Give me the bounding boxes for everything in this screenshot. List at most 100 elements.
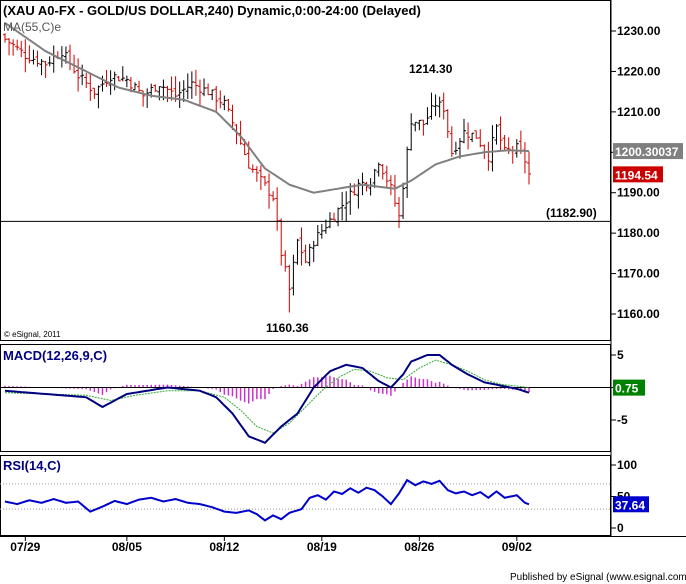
ohlc-bar (425, 107, 430, 125)
ohlc-bar (462, 118, 467, 144)
ohlc-bar (498, 116, 503, 152)
ohlc-bar (299, 227, 304, 266)
ohlc-bar (19, 40, 24, 58)
ohlc-bar (230, 104, 235, 131)
ohlc-bar (27, 45, 32, 64)
rsi-tick-label: 100 (617, 458, 637, 472)
ohlc-bar (267, 173, 272, 209)
ohlc-bar (323, 219, 328, 234)
macd-tick-label: 5 (617, 348, 624, 362)
ohlc-bar (319, 223, 324, 239)
ohlc-bar (502, 134, 507, 151)
price-tick-label: 1160.00 (617, 307, 660, 321)
support-annotation: (1182.90) (546, 206, 597, 220)
ohlc-bar (193, 69, 198, 96)
ohlc-bar (490, 125, 495, 172)
ohlc-bar (39, 59, 44, 76)
ohlc-bar (392, 174, 397, 207)
price-tick-label: 1190.00 (617, 186, 660, 200)
ohlc-bar (116, 75, 121, 82)
svg-text:37.64: 37.64 (615, 498, 645, 512)
ohlc-bar (271, 191, 276, 202)
ohlc-bar (376, 162, 381, 177)
ohlc-bar (327, 212, 332, 229)
ohlc-bar (315, 225, 320, 246)
svg-text:0.75: 0.75 (615, 382, 639, 396)
macd-histogram (4, 375, 530, 404)
macd-panel-frame (0, 344, 611, 452)
ohlc-bar (279, 218, 284, 266)
ohlc-bar (413, 121, 418, 132)
ohlc-bar (494, 124, 499, 145)
ohlc-bar (76, 58, 81, 92)
ohlc-bar (11, 39, 16, 56)
ohlc-bar (437, 96, 442, 118)
price-tick-label: 1230.00 (617, 24, 661, 38)
x-tick-label: 08/19 (307, 540, 337, 554)
price-tick-label: 1180.00 (617, 226, 660, 240)
ohlc-bar (401, 182, 406, 220)
price-panel-frame (0, 0, 611, 341)
macd-label: MACD(12,26,9,C) (3, 348, 107, 363)
ohlc-bar (47, 56, 52, 67)
price-bars (3, 33, 531, 313)
ohlc-bar (124, 75, 129, 88)
ohlc-bar (356, 179, 361, 209)
ohlc-bar (457, 138, 462, 159)
ohlc-bar (291, 254, 296, 296)
ohlc-bar (478, 129, 483, 148)
ohlc-bar (31, 49, 36, 65)
ohlc-bar (527, 151, 531, 185)
ohlc-bar (250, 164, 255, 173)
ohlc-bar (218, 90, 223, 109)
ohlc-bar (181, 80, 186, 103)
ohlc-bar (372, 168, 377, 188)
ohlc-bar (262, 175, 267, 186)
x-tick-label: 07/29 (10, 540, 40, 554)
ohlc-bar (449, 126, 454, 157)
ohlc-bar (348, 183, 353, 215)
ohlc-bar (132, 82, 137, 91)
ohlc-bar (88, 73, 93, 101)
ohlc-bar (169, 76, 174, 101)
ohlc-bar (210, 89, 215, 101)
price-tick-label: 1210.00 (617, 105, 661, 119)
ohlc-bar (417, 119, 422, 131)
svg-text:1200.30037: 1200.30037 (615, 145, 679, 159)
macd-signal-line (4, 359, 530, 434)
ohlc-bar (7, 38, 12, 56)
ohlc-bar (283, 250, 288, 272)
ohlc-bar (189, 71, 194, 99)
ohlc-bar (336, 207, 341, 227)
ohlc-bar (177, 81, 182, 109)
ohlc-bar (35, 50, 40, 67)
ohlc-bar (137, 80, 142, 92)
ohlc-bar (23, 39, 28, 73)
ohlc-bar (43, 60, 48, 78)
price-tick-label: 1170.00 (617, 267, 660, 281)
ohlc-bar (307, 243, 312, 267)
ohlc-bar (3, 33, 7, 43)
copyright-text: © eSignal, 2011 (4, 330, 61, 339)
ohlc-bar (344, 191, 349, 223)
ohlc-bar (445, 109, 450, 138)
ohlc-bar (153, 84, 158, 92)
published-by-text: Published by eSignal (www.esignal.com) (510, 572, 686, 583)
ohlc-bar (466, 122, 471, 150)
macd-line (4, 354, 530, 444)
ohlc-bar (380, 163, 385, 180)
ohlc-bar (453, 141, 458, 155)
ohlc-bar (295, 238, 300, 265)
ohlc-bar (226, 98, 231, 112)
x-tick-label: 08/12 (209, 540, 239, 554)
ohlc-bar (157, 86, 162, 101)
macd-value-tag: 0.75 (613, 379, 645, 396)
ohlc-bar (388, 175, 393, 196)
ohlc-bar (340, 191, 345, 221)
high-annotation: 1214.30 (409, 62, 453, 76)
ohlc-bar (96, 85, 101, 109)
ohlc-bar (421, 119, 426, 136)
ohlc-bar (254, 166, 259, 182)
chart-title: (XAU A0-FX - GOLD/US DOLLAR,240) Dynamic… (3, 3, 421, 18)
